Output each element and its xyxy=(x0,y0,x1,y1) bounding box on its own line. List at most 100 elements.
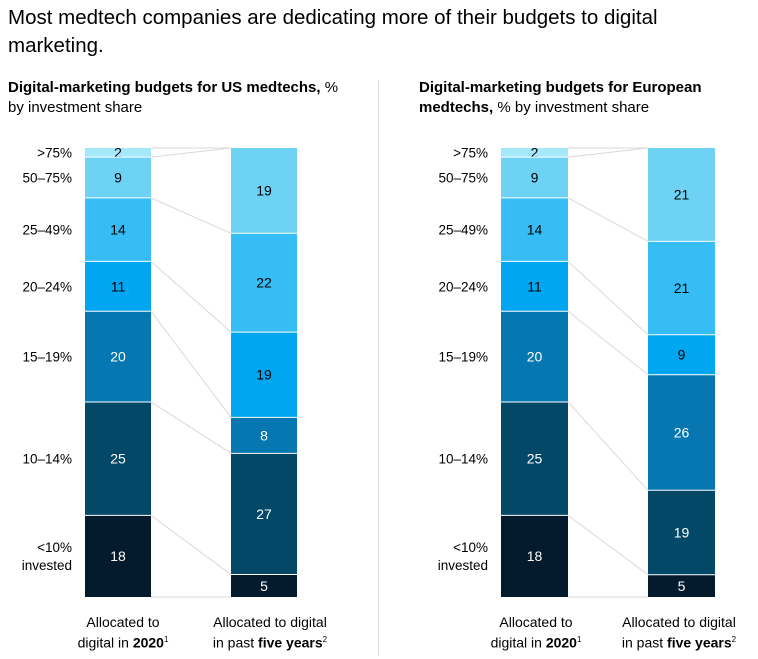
eu-range-label: 10–14% xyxy=(438,452,488,467)
eu-bar1-segment xyxy=(501,515,568,597)
eu-connector-line xyxy=(567,401,649,491)
eu-bar1-segment xyxy=(501,197,568,262)
eu-bar1-value-label: 14 xyxy=(527,222,543,238)
us-connector-line xyxy=(150,147,232,158)
eu-bar2-value-label: 5 xyxy=(678,578,686,594)
eu-bar1-value-label: 25 xyxy=(527,451,543,467)
chart-title: Most medtech companies are dedicating mo… xyxy=(8,6,658,57)
us-range-label: 15–19% xyxy=(22,350,72,365)
us-bar2-segment xyxy=(231,332,297,418)
us-panel-title-bold: Digital-marketing budgets for US medtech… xyxy=(8,79,321,96)
eu-footer-five-years-line1: Allocated to digital xyxy=(622,614,736,630)
us-bar2-value-label: 5 xyxy=(260,578,268,594)
eu-footer-2020-line1: Allocated to xyxy=(499,614,573,630)
eu-footer-five-years-line2: in past five years2 xyxy=(621,634,737,651)
us-bar2-segment xyxy=(231,148,297,234)
eu-bar1-segment xyxy=(501,401,568,516)
eu-bar1-value-label: 18 xyxy=(527,548,543,564)
eu-panel-title-unit: % by investment share xyxy=(493,99,650,116)
eu-range-label: 20–24% xyxy=(438,279,488,294)
panel-divider xyxy=(378,80,379,656)
us-bar1-value-label: 14 xyxy=(110,222,126,238)
eu-footer-2020-line2: digital in 20201 xyxy=(490,634,582,651)
eu-footer-five-years: Allocated to digital in past five years2 xyxy=(599,613,758,652)
eu-bar1-value-label: 9 xyxy=(531,169,539,185)
us-footer-five-years-line1: Allocated to digital xyxy=(213,614,327,630)
us-range-label: 20–24% xyxy=(22,279,72,294)
us-bar2-segment xyxy=(231,453,297,575)
us-bar1-value-label: 2 xyxy=(114,145,122,161)
us-connector-line xyxy=(150,197,232,234)
eu-range-label: 15–19% xyxy=(438,350,488,365)
eu-range-label: <10% invested xyxy=(438,540,488,573)
us-bar2-segment xyxy=(231,574,297,597)
eu-bar2-segment xyxy=(648,374,715,491)
us-bar1-segment xyxy=(85,157,151,198)
us-bar2-segment xyxy=(231,417,297,454)
us-connector-line xyxy=(150,401,232,454)
us-bar1-segment xyxy=(85,311,151,402)
us-footer-2020-line2: digital in 20201 xyxy=(77,634,169,651)
eu-connector-line xyxy=(567,197,649,242)
us-range-label: 50–75% xyxy=(22,170,72,185)
us-panel-title: Digital-marketing budgets for US medtech… xyxy=(8,78,348,118)
eu-range-label: 50–75% xyxy=(438,170,488,185)
us-connector-line xyxy=(150,310,232,418)
us-bar2-value-label: 8 xyxy=(260,427,268,443)
eu-connector-line xyxy=(567,147,649,158)
us-panel-title-unit: % by investment share xyxy=(8,79,339,116)
eu-bar2-value-label: 21 xyxy=(674,187,690,203)
eu-bar1-value-label: 2 xyxy=(531,145,539,161)
eu-panel-title-bold: Digital-marketing budgets for European m… xyxy=(419,79,702,116)
us-range-label: 25–49% xyxy=(22,223,72,238)
eu-range-label: >75% xyxy=(453,146,488,161)
eu-bar1-segment xyxy=(501,157,568,198)
us-bar1-value-label: 20 xyxy=(110,349,126,365)
us-connector-line xyxy=(150,261,232,333)
us-bar1-segment xyxy=(85,515,151,597)
us-bar1-segment xyxy=(85,401,151,516)
us-footer-five-years-line2: in past five years2 xyxy=(212,634,328,651)
us-chart-svg: 2 9 14 11 20 25 18 19 22 19 8 27 5 >75% 50–75% 25–49% 20… xyxy=(22,145,297,598)
eu-chart-panel: Digital-marketing budgets for European m… xyxy=(419,78,758,659)
us-bar1-value-label: 11 xyxy=(111,278,126,294)
us-bar1-segment xyxy=(85,148,151,158)
eu-chart-svg: 2 9 14 11 20 25 18 21 21 9 26 19 5 >75% 50–75% 25–49% 20… xyxy=(438,145,715,598)
eu-footer-2020: Allocated to digital in 20201 xyxy=(461,613,611,652)
eu-bar2-segment xyxy=(648,148,715,242)
eu-bar2-value-label: 21 xyxy=(674,280,690,296)
eu-bar1-segment xyxy=(501,148,568,158)
us-chart-panel: Digital-marketing budgets for US medtech… xyxy=(8,78,368,659)
eu-connector-line xyxy=(567,261,649,336)
eu-bar2-segment xyxy=(648,334,715,375)
eu-bar2-segment xyxy=(648,490,715,575)
us-footer-2020: Allocated to digital in 20201 xyxy=(48,613,198,652)
us-bar2-segment xyxy=(231,233,297,333)
us-bar2-value-label: 22 xyxy=(256,275,272,291)
eu-connector-lines xyxy=(567,147,649,598)
eu-bar1-value-label: 11 xyxy=(527,278,542,294)
us-footer-2020-line1: Allocated to xyxy=(86,614,160,630)
eu-bar2-value-label: 9 xyxy=(678,347,686,363)
eu-bar2-value-label: 26 xyxy=(674,425,690,441)
us-bar2-value-label: 19 xyxy=(256,367,272,383)
eu-bar2-value-label: 19 xyxy=(674,525,690,541)
us-range-label: >75% xyxy=(37,146,72,161)
eu-connector-line xyxy=(567,310,649,376)
us-bar1-segment xyxy=(85,261,151,312)
eu-bar2-segment xyxy=(648,574,715,597)
us-bar1-value-label: 18 xyxy=(110,548,126,564)
us-range-label: 10–14% xyxy=(22,452,72,467)
us-bar2-value-label: 27 xyxy=(256,506,272,522)
us-range-label: <10% invested xyxy=(22,540,72,573)
us-bar1-value-label: 9 xyxy=(114,169,122,185)
us-connector-line xyxy=(150,514,232,575)
us-bar1-segment xyxy=(85,197,151,262)
us-footer-five-years: Allocated to digital in past five years2 xyxy=(190,613,350,652)
eu-connector-line xyxy=(567,514,649,576)
eu-range-label: 25–49% xyxy=(438,223,488,238)
eu-bar1-value-label: 20 xyxy=(527,349,543,365)
us-connector-lines xyxy=(150,147,232,598)
eu-bar2-segment xyxy=(648,241,715,335)
eu-panel-title: Digital-marketing budgets for European m… xyxy=(419,78,758,118)
